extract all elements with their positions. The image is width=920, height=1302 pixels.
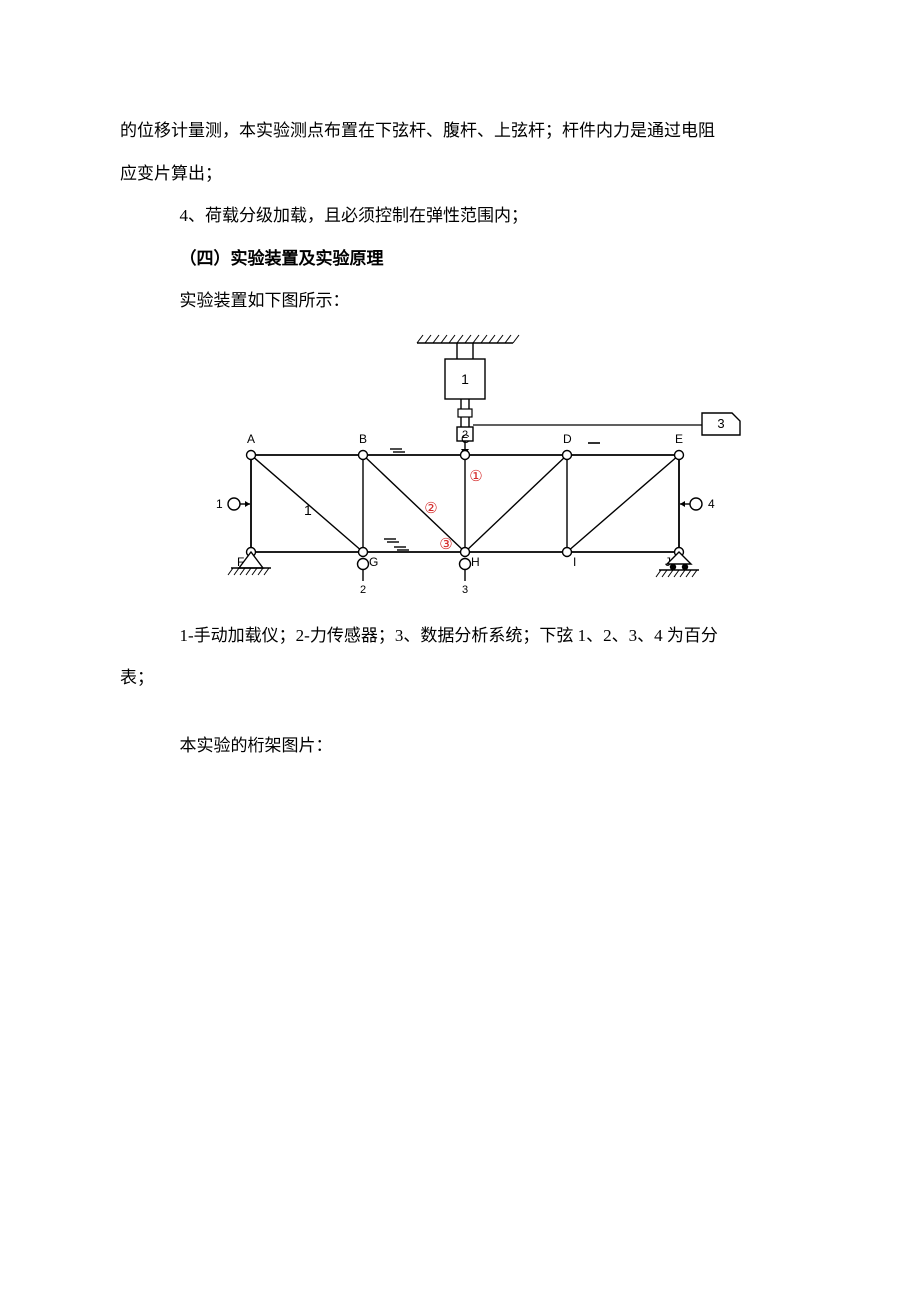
- svg-text:2: 2: [360, 584, 366, 596]
- svg-text:1: 1: [304, 502, 312, 518]
- svg-text:3: 3: [717, 416, 724, 431]
- svg-text:3: 3: [462, 584, 468, 596]
- paragraph-line: 的位移计量测，本实验测点布置在下弦杆、腹杆、上弦杆；杆件内力是通过电阻: [120, 110, 800, 153]
- svg-text:①: ①: [469, 468, 482, 485]
- svg-text:G: G: [369, 555, 378, 569]
- svg-text:E: E: [675, 432, 683, 446]
- blank-line: [120, 700, 800, 726]
- paragraph: 本实验的桁架图片：: [120, 725, 800, 768]
- svg-text:②: ②: [424, 500, 437, 517]
- svg-text:H: H: [471, 555, 480, 569]
- paragraph: 4、荷载分级加载，且必须控制在弹性范围内；: [120, 195, 800, 238]
- figure-caption-line: 表；: [120, 657, 800, 700]
- svg-text:4: 4: [708, 497, 715, 511]
- figure-caption-line: 1-手动加载仪；2-力传感器；3、数据分析系统；下弦 1、2、3、4 为百分: [120, 615, 800, 658]
- paragraph-line: 应变片算出；: [120, 153, 800, 196]
- svg-text:③: ③: [439, 536, 452, 553]
- svg-text:B: B: [359, 432, 367, 446]
- svg-text:I: I: [573, 555, 576, 569]
- paragraph: 实验装置如下图所示：: [120, 280, 800, 323]
- diagram-container: 123ABCDEFGHIJ①②③11423: [120, 323, 800, 615]
- section-heading: （四）实验装置及实验原理: [120, 238, 800, 281]
- svg-text:1: 1: [461, 371, 469, 387]
- svg-text:1: 1: [216, 497, 223, 511]
- svg-text:A: A: [247, 432, 255, 446]
- truss-diagram: 123ABCDEFGHIJ①②③11423: [184, 329, 744, 609]
- svg-text:D: D: [563, 432, 572, 446]
- svg-text:C: C: [461, 432, 470, 446]
